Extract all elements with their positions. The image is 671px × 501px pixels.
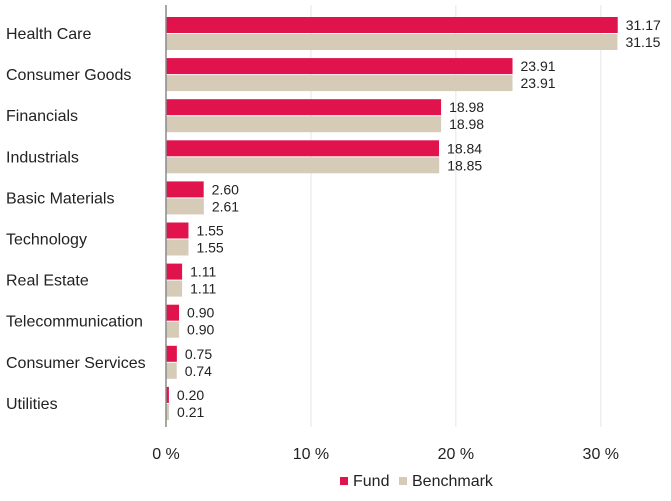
fund-value-label: 31.17 <box>626 17 661 33</box>
fund-bar <box>166 140 440 157</box>
benchmark-bar <box>166 362 177 379</box>
fund-bar <box>166 386 169 403</box>
benchmark-value-label: 1.55 <box>196 240 223 256</box>
fund-bar <box>166 263 183 280</box>
benchmark-value-label: 31.15 <box>625 34 660 50</box>
benchmark-bar <box>166 403 170 420</box>
bars <box>166 17 618 420</box>
benchmark-bar <box>166 280 183 297</box>
benchmark-bar <box>166 34 618 50</box>
category-label: Technology <box>6 232 87 249</box>
fund-value-label: 0.20 <box>177 387 204 403</box>
category-label: Consumer Services <box>6 355 146 372</box>
category-label: Consumer Goods <box>6 67 131 84</box>
fund-value-label: 1.55 <box>196 223 223 239</box>
fund-value-label: 0.75 <box>185 346 212 362</box>
benchmark-bar <box>166 198 204 215</box>
x-tick-label: 30 % <box>583 446 619 463</box>
category-label: Basic Materials <box>6 190 114 207</box>
fund-bar <box>166 58 513 75</box>
fund-legend-label: Fund <box>353 473 389 490</box>
fund-value-label: 23.91 <box>521 58 556 74</box>
benchmark-value-label: 18.98 <box>449 116 484 132</box>
benchmark-value-label: 2.61 <box>212 198 239 214</box>
fund-bar <box>166 345 177 362</box>
benchmark-bar <box>166 116 442 133</box>
benchmark-value-label: 1.11 <box>190 281 216 297</box>
legend: Fund Benchmark <box>340 473 494 490</box>
benchmark-legend-swatch <box>399 477 407 485</box>
axis: 0 % 10 % 20 % 30 % <box>152 5 619 463</box>
category-label: Utilities <box>6 396 58 413</box>
benchmark-value-label: 23.91 <box>521 75 556 91</box>
fund-value-label: 2.60 <box>212 181 239 197</box>
fund-legend-swatch <box>340 477 348 485</box>
benchmark-bar <box>166 321 180 338</box>
fund-bar <box>166 181 204 198</box>
benchmark-legend-label: Benchmark <box>412 473 494 490</box>
fund-value-label: 18.84 <box>447 140 482 156</box>
fund-bar <box>166 304 180 321</box>
category-label: Financials <box>6 108 78 125</box>
x-tick-label: 0 % <box>152 446 180 463</box>
x-tick-label: 10 % <box>293 446 329 463</box>
category-label: Telecommunication <box>6 314 143 331</box>
fund-bar <box>166 17 618 33</box>
benchmark-value-label: 0.21 <box>177 404 204 420</box>
benchmark-value-label: 0.74 <box>185 363 212 379</box>
benchmark-bar <box>166 239 189 256</box>
category-label: Industrials <box>6 149 79 166</box>
category-label: Health Care <box>6 26 91 43</box>
fund-value-label: 1.11 <box>190 264 216 280</box>
fund-bar <box>166 99 442 116</box>
benchmark-value-label: 18.85 <box>447 157 482 173</box>
fund-bar <box>166 222 189 239</box>
benchmark-bar <box>166 157 440 174</box>
x-tick-label: 20 % <box>438 446 474 463</box>
category-label: Real Estate <box>6 273 89 290</box>
benchmark-bar <box>166 75 513 92</box>
fund-value-label: 18.98 <box>449 99 484 115</box>
fund-value-label: 0.90 <box>187 305 214 321</box>
benchmark-value-label: 0.90 <box>187 322 214 338</box>
